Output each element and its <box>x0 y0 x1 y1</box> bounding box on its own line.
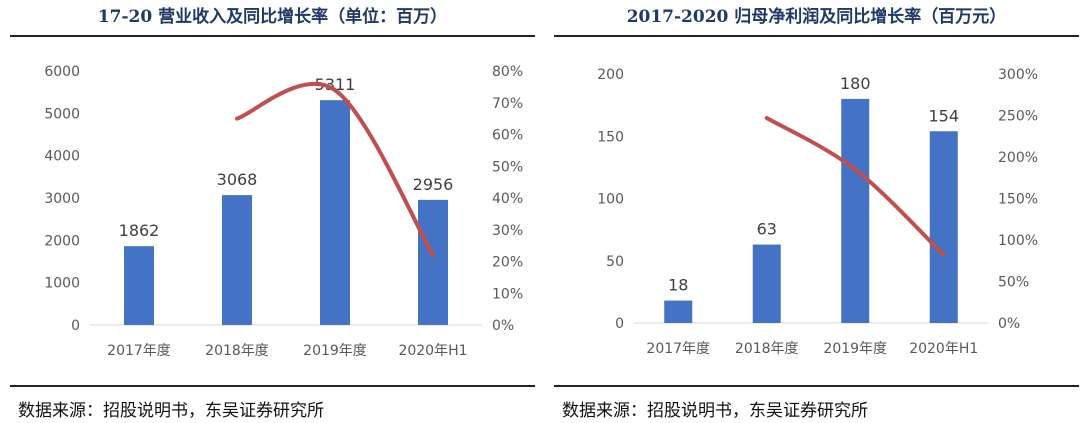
y2-axis-tick-label: 30% <box>492 223 523 239</box>
y2-axis-tick-label: 70% <box>492 96 523 112</box>
y-axis-tick-label: 4000 <box>44 149 80 165</box>
y2-axis-tick-label: 0% <box>998 316 1020 332</box>
bar-value-label: 3068 <box>217 170 258 189</box>
x-category-label: 2017年度 <box>107 343 171 359</box>
y-axis-tick-label: 1000 <box>44 276 80 292</box>
left-title-rule <box>10 35 535 37</box>
y-axis-tick-label: 100 <box>597 192 624 208</box>
bar <box>124 246 154 325</box>
right-source-note: 数据来源：招股说明书，东吴证券研究所 <box>562 401 868 421</box>
bar <box>418 199 448 325</box>
x-category-label: 2019年度 <box>823 341 887 357</box>
right-chart-title: 2017-2020 归母净利润及同比增长率（百万元） <box>626 7 1007 27</box>
y2-axis-tick-label: 10% <box>492 286 523 302</box>
bar <box>752 244 781 323</box>
y2-axis-tick-label: 50% <box>998 275 1029 291</box>
y-axis-tick-label: 150 <box>597 129 624 145</box>
bar-value-label: 1862 <box>119 221 160 240</box>
y2-axis-tick-label: 250% <box>998 109 1038 125</box>
y-axis-tick-label: 2000 <box>44 233 80 249</box>
x-category-label: 2018年度 <box>205 343 269 359</box>
y-axis-tick-label: 6000 <box>44 64 80 80</box>
y2-axis-tick-label: 80% <box>492 64 523 80</box>
y2-axis-tick-label: 40% <box>492 191 523 207</box>
left-chart-title: 17-20 营业收入及同比增长率（单位：百万） <box>97 7 448 27</box>
growth-rate-line <box>764 115 946 257</box>
y-axis-tick-label: 0 <box>71 318 80 334</box>
left-source-note: 数据来源：招股说明书，东吴证券研究所 <box>18 401 324 421</box>
y-axis-tick-label: 0 <box>615 316 624 332</box>
growth-rate-line <box>235 81 435 258</box>
bar <box>320 100 350 325</box>
bar-value-label: 5311 <box>315 75 356 94</box>
bar-value-label: 180 <box>840 74 871 93</box>
y2-axis-tick-label: 200% <box>998 150 1038 166</box>
bar-value-label: 63 <box>757 220 777 239</box>
right-title-rule <box>554 35 1079 37</box>
right-source-rule <box>554 385 1079 387</box>
x-category-label: 2020年H1 <box>909 341 978 357</box>
x-category-label: 2020年H1 <box>398 343 467 359</box>
bar-value-label: 18 <box>668 276 688 295</box>
y2-axis-tick-label: 100% <box>998 233 1038 249</box>
revenue-growth-chart: 0 1000 2000 3000 4000 5000 6000 0% 10% 20% 30% 40% 5… <box>44 64 523 359</box>
net-profit-growth-chart: 0 50 100 150 200 0% 50% 100% 150% 200% 250% 300% 18 6… <box>597 67 1038 357</box>
x-category-label: 2017年度 <box>646 341 710 357</box>
y-axis-tick-label: 50 <box>606 254 624 270</box>
left-chart-panel: 17-20 营业收入及同比增长率（单位：百万） 0 1000 2000 3000 400… <box>10 0 535 423</box>
x-category-label: 2019年度 <box>303 343 367 359</box>
bar <box>929 131 958 323</box>
y2-axis-tick-label: 50% <box>492 159 523 175</box>
x-category-label: 2018年度 <box>735 341 799 357</box>
right-chart-panel: 2017-2020 归母净利润及同比增长率（百万元） 0 50 100 150 200 0… <box>554 0 1079 423</box>
y-axis-tick-label: 3000 <box>44 191 80 207</box>
y2-axis-tick-label: 150% <box>998 192 1038 208</box>
bar <box>222 195 252 325</box>
left-source-rule <box>10 385 535 387</box>
bar <box>841 98 870 324</box>
y2-axis-tick-label: 300% <box>998 67 1038 83</box>
y2-axis-tick-label: 60% <box>492 128 523 144</box>
y-axis-tick-label: 5000 <box>44 106 80 122</box>
bar <box>664 300 693 323</box>
y2-axis-tick-label: 20% <box>492 255 523 271</box>
bar-value-label: 154 <box>928 106 959 125</box>
y2-axis-tick-label: 0% <box>492 318 514 334</box>
y-axis-tick-label: 200 <box>597 67 624 83</box>
bar-value-label: 2956 <box>413 175 454 194</box>
